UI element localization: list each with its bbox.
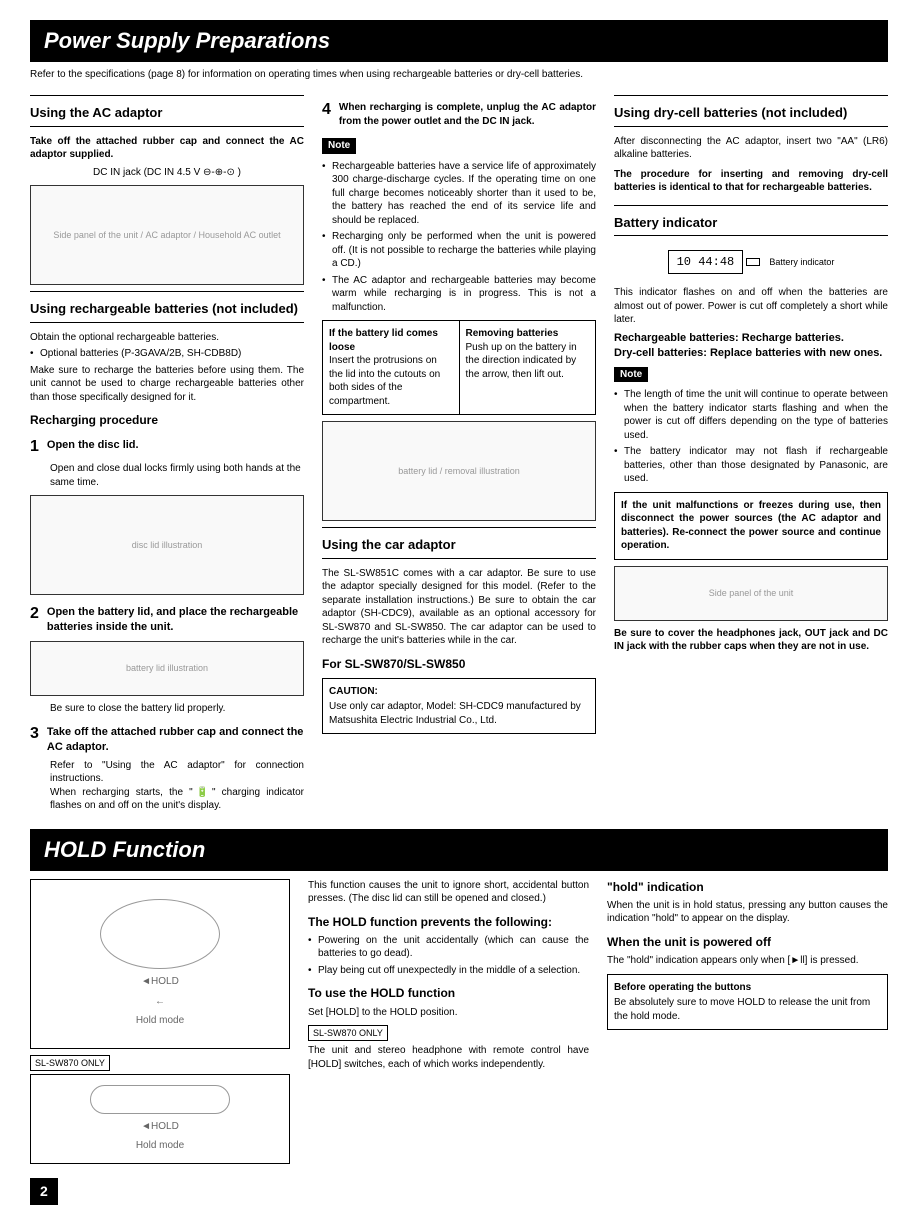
hold-row: ◄HOLD ← Hold mode SL-SW870 ONLY ◄HOLD Ho… bbox=[30, 879, 888, 1164]
battery-icon bbox=[746, 258, 760, 266]
lbl-adaptor: AC adaptor bbox=[145, 229, 191, 241]
note2-1: The length of time the unit will continu… bbox=[614, 388, 888, 442]
step2-sub: Be sure to close the battery lid properl… bbox=[50, 702, 304, 716]
caution-text: Use only car adaptor, Model: SH-CDC9 man… bbox=[329, 700, 589, 727]
p-car: The SL-SW851C comes with a car adaptor. … bbox=[322, 567, 596, 648]
hold-b1: Powering on the unit accidentally (which… bbox=[308, 934, 589, 961]
p-makesure: Make sure to recharge the batteries befo… bbox=[30, 364, 304, 405]
step1: 1 Open the disc lid. bbox=[30, 436, 304, 458]
note2-2: The battery indicator may not flash if r… bbox=[614, 445, 888, 486]
h-models: For SL-SW870/SL-SW850 bbox=[322, 656, 596, 672]
hold-h2: To use the HOLD function bbox=[308, 985, 589, 1001]
note1-1: Rechargeable batteries have a service li… bbox=[322, 160, 596, 228]
p-cover: Be sure to cover the headphones jack, OU… bbox=[614, 627, 888, 654]
display-box: 10 44:48 bbox=[668, 250, 744, 274]
section1-intro: Refer to the specifications (page 8) for… bbox=[30, 68, 888, 82]
hold-b2: Play being cut off unexpectedly in the m… bbox=[308, 964, 589, 978]
step4: 4 When recharging is complete, unplug the… bbox=[322, 99, 596, 128]
col1: Using the AC adaptor Take off the attach… bbox=[30, 91, 304, 813]
p-obtain: Obtain the optional rechargeable batteri… bbox=[30, 331, 304, 345]
step1-sub: Open and close dual locks firmly using b… bbox=[50, 462, 304, 489]
hold-p1: This function causes the unit to ignore … bbox=[308, 879, 589, 906]
caution-box: CAUTION: Use only car adaptor, Model: SH… bbox=[322, 678, 596, 735]
note-tag-2: Note bbox=[614, 367, 648, 383]
fig-ac-adaptor: Side panel of the unit / AC adaptor / Ho… bbox=[30, 185, 304, 285]
hold-h3: "hold" indication bbox=[607, 879, 888, 895]
hold-h1: The HOLD function prevents the following… bbox=[308, 914, 589, 930]
step3: 3Take off the attached rubber cap and co… bbox=[30, 723, 304, 755]
page-number: 2 bbox=[30, 1178, 58, 1205]
hold-right: "hold" indication When the unit is in ho… bbox=[607, 879, 888, 1164]
fig-step2: battery lid illustration bbox=[30, 641, 304, 696]
step3-sub1: Refer to "Using the AC adaptor" for conn… bbox=[50, 759, 304, 786]
h-car-adaptor: Using the car adaptor bbox=[322, 536, 596, 554]
box-right: Removing batteriesPush up on the battery… bbox=[460, 321, 596, 414]
lbl-side2: Side panel of the unit bbox=[709, 587, 794, 599]
step2-n: 2 bbox=[30, 603, 39, 635]
fig-side-panel: Side panel of the unit bbox=[614, 566, 888, 621]
batt-ind-label: Battery indicator bbox=[769, 257, 834, 267]
step2: 2Open the battery lid, and place the rec… bbox=[30, 603, 304, 635]
p-drycell2: The procedure for inserting and removing… bbox=[614, 168, 888, 195]
note1-2: Recharging only be performed when the un… bbox=[322, 230, 596, 271]
before-box: Before operating the buttons Be absolute… bbox=[607, 974, 888, 1031]
box-right-text: Push up on the battery in the direction … bbox=[466, 341, 590, 382]
before-text: Be absolutely sure to move HOLD to relea… bbox=[614, 996, 881, 1023]
col2: 4 When recharging is complete, unplug the… bbox=[322, 91, 596, 813]
caution-title: CAUTION: bbox=[329, 685, 589, 699]
hold-arrow2: ◄HOLD bbox=[141, 1120, 179, 1134]
step1-t: Open the disc lid. bbox=[47, 436, 139, 458]
hold-p5: The "hold" indication appears only when … bbox=[607, 954, 888, 968]
model-tag1: SL-SW870 ONLY bbox=[30, 1055, 110, 1071]
section2-title: HOLD Function bbox=[30, 829, 888, 871]
step4-t: When recharging is complete, unplug the … bbox=[339, 99, 596, 128]
p-db: Dry-cell batteries: Replace batteries wi… bbox=[614, 346, 888, 361]
step2-t: Open the battery lid, and place the rech… bbox=[47, 603, 304, 635]
step4-n: 4 bbox=[322, 99, 331, 128]
hold-p4: When the unit is in hold status, pressin… bbox=[607, 899, 888, 926]
col3: Using dry-cell batteries (not included) … bbox=[614, 91, 888, 813]
h-batt-ind: Battery indicator bbox=[614, 214, 888, 232]
hold-h4: When the unit is powered off bbox=[607, 934, 888, 950]
box-right-title: Removing batteries bbox=[466, 327, 590, 341]
h-procedure: Recharging procedure bbox=[30, 412, 304, 428]
two-box: If the battery lid comes looseInsert the… bbox=[322, 320, 596, 415]
step3-n: 3 bbox=[30, 723, 39, 755]
hold-fig1: ◄HOLD ← Hold mode bbox=[30, 879, 290, 1049]
ac-instruction: Take off the attached rubber cap and con… bbox=[30, 135, 304, 162]
fig-step1: disc lid illustration bbox=[30, 495, 304, 595]
dcin-label: DC IN jack (DC IN 4.5 V ⊖-⊕-⊙ ) bbox=[30, 166, 304, 180]
lbl-side: Side panel of the unit bbox=[53, 229, 138, 241]
note1-3: The AC adaptor and rechargeable batterie… bbox=[322, 274, 596, 315]
hold-p3: The unit and stereo headphone with remot… bbox=[308, 1044, 589, 1071]
hold-arrow1: ◄HOLD bbox=[141, 975, 179, 989]
note-tag-1: Note bbox=[322, 138, 356, 154]
step3-t: Take off the attached rubber cap and con… bbox=[47, 723, 304, 755]
model-tag2: SL-SW870 ONLY bbox=[308, 1025, 388, 1041]
bullet-opt-batt: Optional batteries (P-3GAVA/2B, SH-CDB8D… bbox=[30, 347, 304, 361]
hold-mid: This function causes the unit to ignore … bbox=[308, 879, 589, 1164]
hold-mode1: Hold mode bbox=[136, 1014, 184, 1028]
p-drycell1: After disconnecting the AC adaptor, inse… bbox=[614, 135, 888, 162]
h-recharge: Using rechargeable batteries (not includ… bbox=[30, 300, 304, 318]
box-left-title: If the battery lid comes loose bbox=[329, 327, 453, 354]
step1-n: 1 bbox=[30, 436, 39, 458]
h-ac-adaptor: Using the AC adaptor bbox=[30, 104, 304, 122]
h-drycell: Using dry-cell batteries (not included) bbox=[614, 104, 888, 122]
fig-battery-box: battery lid / removal illustration bbox=[322, 421, 596, 521]
step3-sub2: When recharging starts, the "🔋" charging… bbox=[50, 786, 304, 813]
p-ind: This indicator flashes on and off when t… bbox=[614, 286, 888, 327]
section1-columns: Using the AC adaptor Take off the attach… bbox=[30, 91, 888, 813]
hold-p2: Set [HOLD] to the HOLD position. bbox=[308, 1006, 589, 1020]
lbl-outlet: Household AC outlet bbox=[199, 229, 281, 241]
malfunction-box: If the unit malfunctions or freezes duri… bbox=[614, 492, 888, 560]
section1-title: Power Supply Preparations bbox=[30, 20, 888, 62]
p-rb: Rechargeable batteries: Recharge batteri… bbox=[614, 331, 888, 346]
hold-mode2: Hold mode bbox=[136, 1139, 184, 1153]
box-left: If the battery lid comes looseInsert the… bbox=[323, 321, 460, 414]
before-title: Before operating the buttons bbox=[614, 981, 881, 995]
box-left-text: Insert the protrusions on the lid into t… bbox=[329, 354, 453, 408]
hold-fig2: ◄HOLD Hold mode bbox=[30, 1074, 290, 1164]
hold-left: ◄HOLD ← Hold mode SL-SW870 ONLY ◄HOLD Ho… bbox=[30, 879, 290, 1164]
